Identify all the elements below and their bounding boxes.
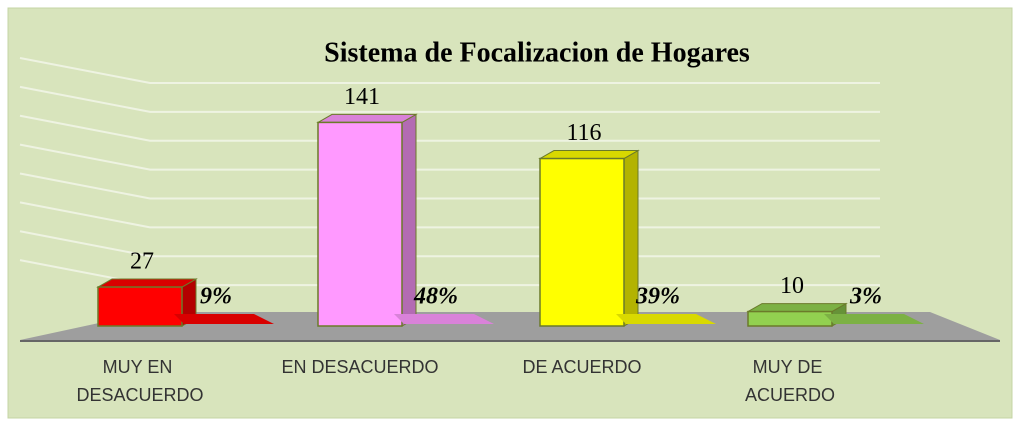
chart-area — [7, 7, 1013, 419]
bar-top — [538, 150, 640, 160]
value-label: 27 — [130, 249, 154, 275]
x-tick-label: EN DESACUERDO — [281, 357, 438, 377]
chart-title: Sistema de Focalizacion de Hogares — [324, 37, 750, 68]
percent-slab — [824, 314, 924, 324]
percent-slab — [174, 314, 274, 324]
percent-label: 9% — [200, 284, 232, 310]
value-label: 141 — [344, 84, 380, 110]
x-tick-label: MUY DE ACUERDO — [745, 357, 835, 405]
percent-slab — [394, 314, 494, 324]
bar-top — [96, 278, 198, 288]
bar — [317, 121, 403, 327]
bar — [539, 157, 625, 327]
value-label: 116 — [566, 120, 601, 146]
percent-label: 48% — [413, 284, 458, 310]
x-tick-label: MUY EN DESACUERDO — [76, 357, 203, 405]
value-label: 10 — [780, 273, 804, 299]
percent-label: 3% — [849, 284, 882, 310]
bar — [747, 310, 833, 327]
percent-slab — [616, 314, 716, 324]
percent-label: 39% — [635, 284, 680, 310]
bar-top — [746, 303, 848, 313]
grid-line — [19, 85, 880, 113]
grid-line — [19, 114, 880, 142]
grid-line — [19, 57, 880, 84]
bar — [97, 286, 183, 327]
x-tick-label: DE ACUERDO — [522, 357, 641, 377]
bar-top — [316, 113, 418, 123]
